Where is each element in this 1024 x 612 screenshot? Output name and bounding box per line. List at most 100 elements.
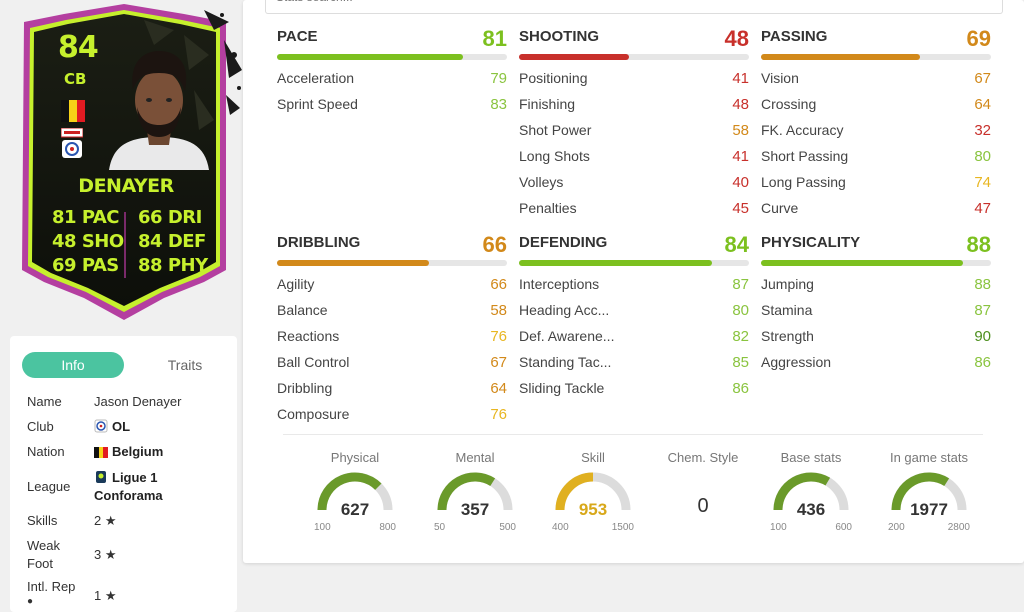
substat-value: 83 (490, 96, 507, 113)
substat-name: Balance (277, 302, 328, 318)
substat-name: Agility (277, 276, 315, 292)
info-nation-label: Nation (27, 444, 65, 459)
card-stat-sho: 48 SHO (52, 231, 124, 252)
substat-value: 45 (732, 200, 749, 217)
card-stat-dri: 66 DRI (138, 207, 202, 228)
category-bar-fill (761, 260, 964, 266)
substat-row: Positioning 41 (519, 60, 749, 87)
substat-name: Positioning (519, 70, 588, 86)
substat-value: 74 (974, 174, 991, 191)
substat-name: Reactions (277, 328, 340, 344)
substat-row: Dribbling 64 (277, 370, 507, 397)
league-name-line2: Conforama (94, 488, 163, 503)
substat-row: Volleys 40 (519, 164, 749, 191)
gauge-fill (317, 472, 382, 511)
gauge-in-game-stats: In game stats 1977 200 2800 (874, 450, 984, 540)
belgium-flag-icon (94, 447, 109, 458)
substat-row: Penalties 45 (519, 190, 749, 217)
info-name-value: Jason Denayer (94, 394, 182, 409)
player-card[interactable]: 84 CB DENAYER 81 PAC 48 SHO 69 PAS 66 (4, 0, 242, 330)
gauge-min: 50 (434, 522, 446, 533)
info-club-value[interactable]: OL (94, 419, 130, 434)
category-value: 66 (482, 232, 507, 257)
substat-value: 41 (732, 148, 749, 165)
gauge-max: 1500 (611, 522, 634, 533)
substat-value: 64 (490, 380, 507, 397)
substat-value: 86 (974, 354, 991, 371)
category-bar (519, 260, 749, 266)
substat-value: 40 (732, 174, 749, 191)
substat-name: Penalties (519, 200, 577, 216)
category-header: DEFENDING 84 (519, 232, 749, 260)
substat-value: 41 (732, 70, 749, 87)
category-bar (277, 260, 507, 266)
info-name-label: Name (27, 394, 62, 409)
substat-value: 86 (732, 380, 749, 397)
category-header: PHYSICALITY 88 (761, 232, 991, 260)
club-icon (94, 419, 108, 433)
substat-name: Def. Awarene... (519, 328, 615, 344)
substat-name: Long Shots (519, 148, 590, 164)
substat-name: Ball Control (277, 354, 350, 370)
tab-info[interactable]: Info (22, 352, 124, 378)
substat-name: Shot Power (519, 122, 592, 138)
stats-panel: PACE 81 Acceleration 79 Sprint Speed 83 SHOOTI… (243, 0, 1024, 563)
substat-name: Vision (761, 70, 799, 86)
substat-row: Sprint Speed 83 (277, 86, 507, 113)
substat-row: Shot Power 58 (519, 112, 749, 139)
substat-name: Composure (277, 406, 350, 422)
gauge-physical: Physical 627 100 800 (300, 450, 410, 540)
gauge-fill (555, 472, 594, 511)
category-bar (761, 260, 991, 266)
substat-value: 88 (974, 276, 991, 293)
substat-value: 90 (974, 328, 991, 345)
substat-name: Long Passing (761, 174, 846, 190)
substat-row: Finishing 48 (519, 86, 749, 113)
substat-name: Interceptions (519, 276, 600, 292)
substat-row: Jumping 88 (761, 266, 991, 293)
card-player-name: DENAYER (78, 175, 174, 197)
substat-value: 76 (490, 328, 507, 345)
gauge-max: 800 (379, 522, 396, 533)
stats-search-input[interactable] (276, 0, 976, 6)
info-tabs: Info Traits (22, 352, 227, 378)
card-stat-phy: 88 PHY (138, 255, 208, 276)
substat-row: Long Passing 74 (761, 164, 991, 191)
card-stats: 81 PAC 48 SHO 69 PAS 66 DRI 84 DEF 88 PH… (52, 207, 208, 279)
info-weakfoot-value: 3 ★ (94, 547, 117, 562)
substat-name: Heading Acc... (519, 302, 610, 318)
gauge-label: Base stats (780, 450, 842, 465)
league-name-line1: Ligue 1 (112, 470, 158, 485)
info-league-value[interactable]: Ligue 1 Conforama (94, 469, 163, 505)
stat-category-shooting: SHOOTING 48 Positioning 41 Finishing 48 Shot P… (519, 26, 749, 217)
gauge-value: 1977 (910, 500, 948, 519)
gauge-skill: Skill 953 400 1500 (538, 450, 648, 540)
info-skills-value: 2 ★ (94, 513, 117, 528)
category-bar (519, 54, 749, 60)
gauge-base-stats: Base stats 436 100 600 (756, 450, 866, 540)
substat-row: Interceptions 87 (519, 266, 749, 293)
stat-category-passing: PASSING 69 Vision 67 Crossing 64 FK. Accuracy 3… (761, 26, 991, 217)
info-weakfoot-label-2: Foot (27, 556, 54, 571)
stat-category-dribbling: DRIBBLING 66 Agility 66 Balance 58 Reactions 76… (277, 232, 507, 423)
nation-flag-icon (61, 100, 85, 122)
substat-name: Short Passing (761, 148, 849, 164)
nation-name: Belgium (112, 444, 164, 459)
substat-row: Acceleration 79 (277, 60, 507, 87)
gauge-arc (437, 472, 513, 511)
gauge-max: 2800 (947, 522, 970, 533)
club-badge-icon (61, 128, 83, 158)
substat-row: Strength 90 (761, 318, 991, 345)
info-nation-value[interactable]: Belgium (94, 444, 163, 459)
category-name: PASSING (761, 28, 828, 45)
tab-traits[interactable]: Traits (167, 357, 203, 373)
category-value: 48 (724, 26, 749, 51)
stats-search[interactable] (265, 0, 1003, 14)
substat-name: Acceleration (277, 70, 355, 86)
substat-row: Standing Tac... 85 (519, 344, 749, 371)
gauge-chem-style: Chem. Style 0 (648, 450, 758, 540)
substat-name: Standing Tac... (519, 354, 612, 370)
info-intlrep-label: Intl. Rep (27, 579, 76, 594)
substat-row: Sliding Tackle 86 (519, 370, 749, 397)
substat-row: Agility 66 (277, 266, 507, 293)
